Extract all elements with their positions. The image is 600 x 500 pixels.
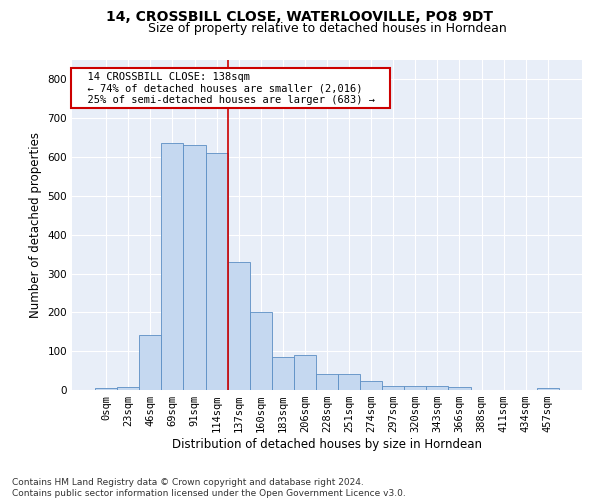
Bar xyxy=(448,387,470,390)
Bar xyxy=(184,146,206,390)
Title: Size of property relative to detached houses in Horndean: Size of property relative to detached ho… xyxy=(148,22,506,35)
Text: 14 CROSSBILL CLOSE: 138sqm  
  ← 74% of detached houses are smaller (2,016)  
  : 14 CROSSBILL CLOSE: 138sqm ← 74% of deta… xyxy=(74,72,387,105)
Bar xyxy=(404,386,427,390)
Bar xyxy=(427,386,448,390)
Bar xyxy=(250,312,272,390)
Bar xyxy=(139,335,161,390)
Bar xyxy=(272,358,294,390)
Bar xyxy=(360,380,382,390)
Bar xyxy=(294,355,316,390)
Bar xyxy=(95,388,117,390)
Bar xyxy=(382,386,404,390)
Bar xyxy=(117,387,139,390)
X-axis label: Distribution of detached houses by size in Horndean: Distribution of detached houses by size … xyxy=(172,438,482,451)
Text: Contains HM Land Registry data © Crown copyright and database right 2024.
Contai: Contains HM Land Registry data © Crown c… xyxy=(12,478,406,498)
Bar xyxy=(206,153,227,390)
Bar xyxy=(316,374,338,390)
Bar xyxy=(161,143,184,390)
Text: 14, CROSSBILL CLOSE, WATERLOOVILLE, PO8 9DT: 14, CROSSBILL CLOSE, WATERLOOVILLE, PO8 … xyxy=(107,10,493,24)
Bar xyxy=(227,262,250,390)
Bar xyxy=(338,374,360,390)
Bar xyxy=(537,388,559,390)
Y-axis label: Number of detached properties: Number of detached properties xyxy=(29,132,42,318)
